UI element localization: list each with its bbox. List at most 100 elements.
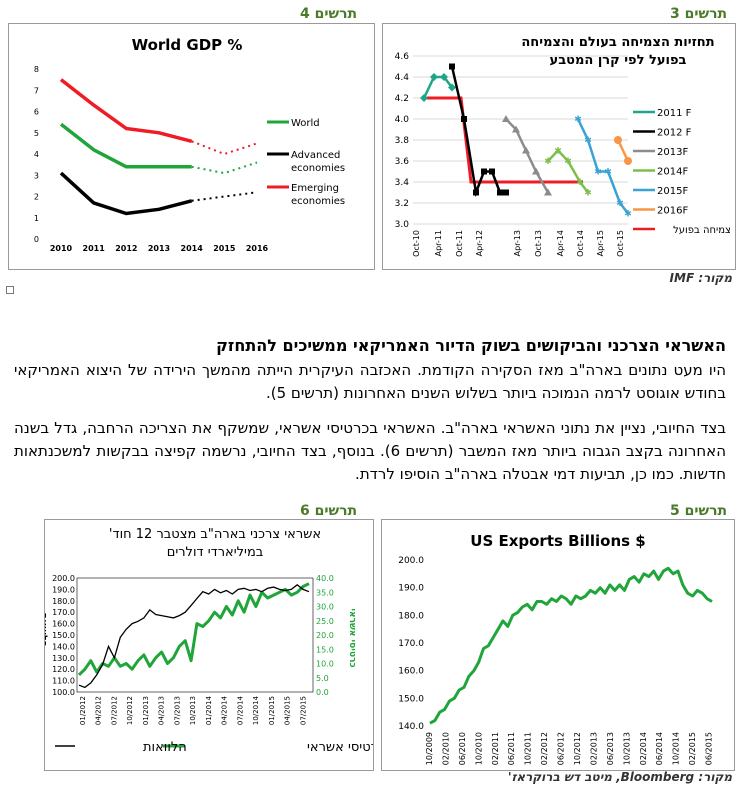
fig6-xtick: 04/2014 — [221, 695, 229, 725]
fig6-ytick-left: 150.0 — [52, 631, 75, 640]
fig6-legend-label-cards: כרטיסי אשראי — [307, 740, 373, 755]
fig6-ytick-left: 130.0 — [52, 654, 75, 663]
fig5-xtick: 02/2010 — [441, 732, 450, 765]
fig4-chart: World GDP % 8 7 6 5 4 3 2 1 0 2010 2011 2012 2013 201… — [8, 23, 375, 270]
article-paragraph-2: בצד החיובי, נציין את נתוני האשראי בארה"ב… — [14, 417, 726, 486]
fig5-xtick: 02/2013 — [589, 732, 598, 765]
fig3-marker — [420, 94, 428, 102]
fig3-xtick: Apr-13 — [513, 230, 522, 256]
fig3-title-line2: בפועל לפי קרן המטבע — [550, 53, 687, 68]
fig6-ytick-left: 140.0 — [52, 642, 75, 651]
fig5-title: US Exports Billions $ — [470, 532, 645, 550]
fig6-ytick-left: 180.0 — [52, 597, 75, 606]
fig3-marker: ✱ — [624, 210, 632, 220]
fig4-legend-label: economies — [291, 163, 345, 174]
fig5-xtick: 06/2010 — [458, 732, 467, 765]
fig4-title: World GDP % — [132, 36, 243, 54]
article-heading: האשראי הצרכני והביקושים בשוק הדיור האמרי… — [216, 336, 726, 355]
fig5-xtick: 06/2013 — [606, 732, 615, 765]
fig6-ytick-right: 40.0 — [316, 574, 334, 583]
fig3-marker: ✱ — [584, 136, 592, 146]
fig3-marker: ✱ — [594, 168, 602, 178]
fig5-chart: US Exports Billions $ 200.0 190.0 180.0 170… — [381, 519, 735, 771]
fig4-series-forecast — [191, 161, 258, 175]
fig6-xtick: 01/2014 — [205, 695, 213, 725]
fig6-title-line2: במיליארדי דולרים — [167, 545, 264, 560]
fig5-plot: US Exports Billions $ 200.0 190.0 180.0 170… — [398, 532, 713, 765]
fig5-xtick: 06/2012 — [557, 732, 566, 765]
fig3-title-line1: תחזיות הצמיחה בעולם והצמיחה — [521, 35, 714, 50]
fig3-marker: ✱ — [576, 178, 584, 188]
fig3-legend-label: 2011 F — [657, 108, 692, 119]
fig3-marker — [448, 83, 456, 92]
fig3-ytick: 3.2 — [395, 199, 409, 209]
fig5-xtick: 02/2015 — [688, 732, 697, 765]
fig3-marker: ✱ — [544, 157, 552, 167]
fig3-marker — [614, 136, 622, 144]
fig5-xtick: 06/2011 — [507, 732, 516, 765]
fig6-label: תרשים 6 — [300, 503, 358, 519]
fig5-ytick: 160.0 — [398, 667, 424, 677]
fig6-ytick-left: 100.0 — [52, 688, 75, 697]
fig4-xtick: 2013 — [148, 244, 170, 253]
fig3-plot: תחזיות הצמיחה בעולם והצמיחה בפועל לפי קר… — [395, 35, 731, 257]
fig5-xtick: 10/2009 — [425, 732, 434, 765]
fig4-series-line — [59, 171, 193, 216]
fig3-marker: ✱ — [554, 147, 562, 157]
fig4-series-forecast — [191, 191, 258, 202]
article-p1: היו מעט נתונים בארה"ב מאז הסקירה הקודמת.… — [14, 361, 726, 402]
fig4-xtick: 2014 — [181, 244, 204, 253]
fig4-legend-label: World — [291, 118, 320, 129]
fig3-marker — [544, 188, 552, 196]
fig4-series-forecast — [191, 140, 258, 156]
fig6-ytick-right: 0.0 — [316, 688, 329, 697]
fig6-xtick: 07/2015 — [299, 696, 307, 725]
fig6-ytick-right: 5.0 — [316, 674, 329, 683]
fig6-ytick-left: 110.0 — [52, 677, 75, 686]
fig4-ytick: 8 — [34, 65, 39, 74]
fig6-xtick: 04/2012 — [95, 696, 103, 725]
fig3-forecast-line — [450, 66, 506, 198]
fig4-ytick: 2 — [34, 193, 39, 202]
fig4-ytick: 1 — [34, 214, 39, 223]
article-paragraph-1: היו מעט נתונים בארה"ב מאז הסקירה הקודמת.… — [14, 359, 726, 405]
fig3-marker: ✱ — [574, 115, 582, 125]
fig6-xtick: 10/2012 — [126, 696, 134, 725]
fig5-label: תרשים 5 — [670, 503, 728, 519]
fig6-xtick: 01/2013 — [142, 696, 150, 725]
fig3-ytick: 4.2 — [395, 94, 409, 104]
fig3-ytick: 4.4 — [395, 73, 410, 83]
fig6-ytick-right: 15.0 — [316, 645, 334, 654]
fig3-marker — [449, 63, 455, 70]
fig3-legend-label: צמיחה בפועל — [673, 225, 731, 236]
fig3-legend-label: 2015F — [657, 186, 688, 197]
fig3-ytick: 3.6 — [395, 157, 410, 167]
fig5-ytick: 140.0 — [398, 722, 424, 732]
fig4-xtick: 2016 — [246, 244, 269, 253]
fig5-ytick: 150.0 — [398, 694, 424, 704]
fig6-ytick-left: 200.0 — [52, 574, 75, 583]
fig6-ytick-right: 20.0 — [316, 631, 334, 640]
fig4-ytick: 7 — [34, 86, 39, 95]
fig3-xtick: Apr-11 — [434, 230, 443, 256]
fig3-marker — [440, 73, 448, 81]
fig6-ytick-right: 30.0 — [316, 603, 334, 612]
fig5-ytick: 170.0 — [398, 639, 424, 649]
fig3-xtick: Apr-15 — [596, 230, 605, 256]
fig3-ytick: 4.6 — [395, 52, 410, 62]
fig3-xtick: Apr-12 — [475, 230, 484, 256]
fig6-right-axis-label: כרטיסי אשראי — [347, 608, 357, 667]
article-p2: בצד החיובי, נציין את נתוני האשראי בארה"ב… — [14, 419, 726, 483]
fig6-legend-label-loans: הלוואות — [143, 740, 187, 755]
fig6-plot: אשראי צרכני בארה"ב מצטבר 12 חוד' במיליאר… — [45, 527, 373, 755]
fig3-marker — [502, 115, 510, 122]
fig4-xtick: 2010 — [50, 244, 73, 253]
fig6-cards-line — [77, 582, 310, 676]
fig4-xtick: 2011 — [83, 244, 106, 253]
bullet-marker — [6, 286, 14, 294]
fig3-xtick: Oct-13 — [534, 230, 543, 257]
fig3-forecast-line — [547, 148, 589, 194]
fig4-plot: World GDP % 8 7 6 5 4 3 2 1 0 2010 2011 2012 2013 201… — [34, 36, 345, 253]
fig3-marker: ✱ — [604, 168, 612, 178]
fig3-marker — [473, 189, 479, 196]
